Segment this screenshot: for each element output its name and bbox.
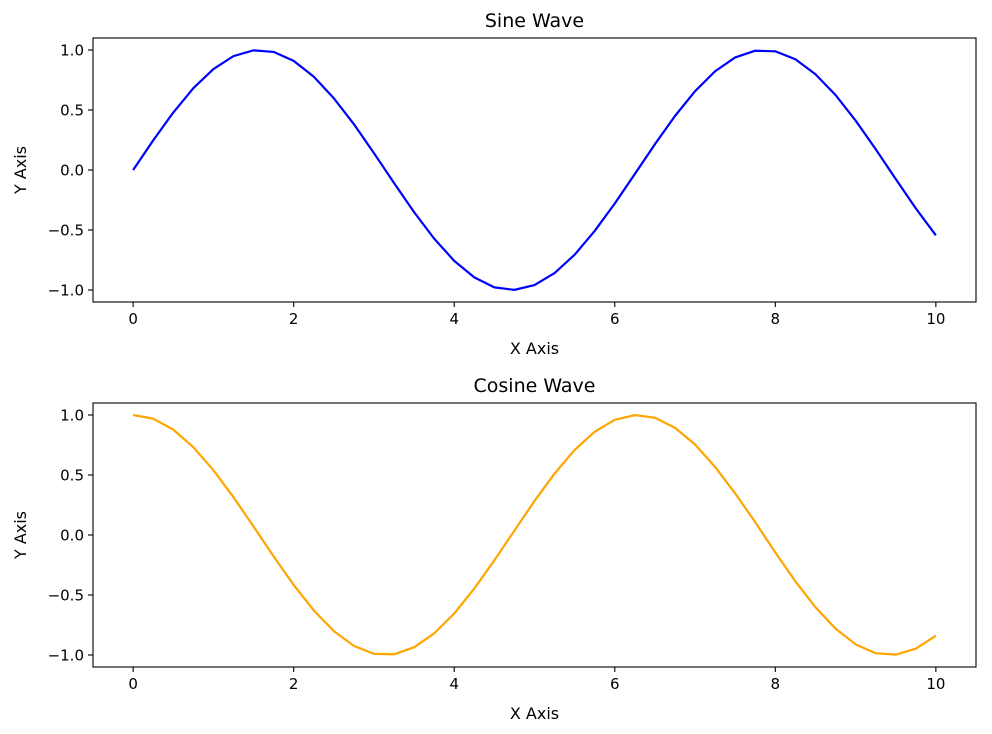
y-tick-label-1-4: 1.0 xyxy=(60,407,84,425)
y-axis-label-0: Y Axis xyxy=(11,146,30,195)
y-tick-label-1-3: 0.5 xyxy=(60,467,84,485)
x-tick-label-0-2: 4 xyxy=(449,310,459,328)
x-tick-label-1-3: 6 xyxy=(610,675,620,693)
x-axis-label-1: X Axis xyxy=(510,704,559,723)
chart-title-1: Cosine Wave xyxy=(474,375,596,397)
y-tick-label-0-1: −0.5 xyxy=(48,222,84,240)
x-tick-label-0-4: 8 xyxy=(771,310,781,328)
y-axis-label-1: Y Axis xyxy=(11,511,30,560)
x-tick-label-1-0: 0 xyxy=(128,675,138,693)
y-tick-label-1-1: −0.5 xyxy=(48,587,84,605)
x-tick-label-1-1: 2 xyxy=(289,675,299,693)
x-tick-label-1-2: 4 xyxy=(449,675,459,693)
y-tick-label-0-2: 0.0 xyxy=(60,162,84,180)
series-line-0-0 xyxy=(132,49,937,291)
axes-frame-1 xyxy=(92,402,977,668)
series-line-1-0 xyxy=(132,413,937,656)
y-tick-label-0-4: 1.0 xyxy=(60,42,84,60)
x-axis-label-0: X Axis xyxy=(510,339,559,358)
y-tick-label-0-3: 0.5 xyxy=(60,102,84,120)
x-tick-label-1-4: 8 xyxy=(771,675,781,693)
x-tick-label-1-5: 10 xyxy=(926,675,945,693)
axes-frame-0 xyxy=(92,37,977,303)
y-tick-label-1-0: −1.0 xyxy=(48,647,84,665)
y-tick-label-1-2: 0.0 xyxy=(60,527,84,545)
x-tick-label-0-0: 0 xyxy=(128,310,138,328)
x-tick-label-0-1: 2 xyxy=(289,310,299,328)
x-tick-label-0-3: 6 xyxy=(610,310,620,328)
x-tick-label-0-5: 10 xyxy=(926,310,945,328)
chart-title-0: Sine Wave xyxy=(485,10,584,32)
y-tick-label-0-0: −1.0 xyxy=(48,282,84,300)
